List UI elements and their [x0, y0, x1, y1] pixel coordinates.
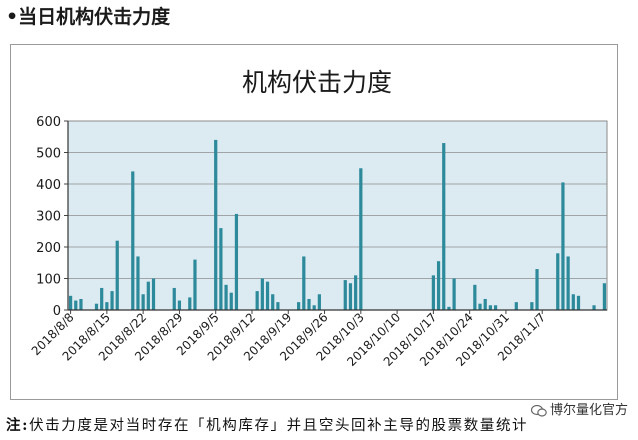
watermark: 博尔量化官方: [530, 399, 628, 418]
y-tick-label: 100: [36, 273, 61, 288]
bar: [276, 302, 280, 310]
bar: [571, 294, 575, 310]
chart-frame: 机构伏击力度 0 100 200 300 400 500 600 2018/8/8 2018/8…: [10, 44, 618, 400]
bar: [219, 228, 223, 310]
bar: [343, 280, 347, 310]
bar: [234, 213, 239, 310]
y-tick-label: 600: [36, 115, 61, 130]
bar: [105, 302, 109, 310]
bar: [354, 275, 358, 310]
bar: [265, 281, 270, 310]
bar: [566, 256, 570, 310]
bar: [255, 291, 259, 310]
bar: [141, 294, 145, 310]
bar: [436, 261, 441, 310]
y-tick-label: 300: [36, 210, 61, 225]
bar: [535, 269, 539, 310]
bar: [556, 253, 560, 310]
bar: [136, 256, 140, 310]
bar: [151, 278, 156, 310]
plot-area: 01002003004005006002018/8/82018/8/152018…: [29, 115, 608, 369]
bar: [473, 284, 477, 310]
bar: [530, 302, 534, 310]
bar: [177, 300, 182, 310]
bar: [576, 295, 581, 310]
bar: [193, 259, 197, 310]
bar: [602, 283, 607, 310]
bar: [146, 281, 150, 310]
bar: [74, 300, 78, 310]
y-tick-label: 400: [36, 178, 61, 193]
bar: [488, 305, 492, 310]
bar: [312, 305, 316, 310]
bar: [172, 287, 176, 310]
bar: [79, 298, 83, 310]
bar: [431, 275, 435, 310]
bar: [214, 139, 218, 310]
y-tick-label: 500: [36, 147, 61, 162]
bar: [224, 284, 228, 310]
wechat-icon: [530, 404, 547, 417]
bar: [348, 283, 353, 310]
bar: [68, 295, 73, 310]
section-heading: •当日机构伏击力度: [6, 6, 171, 28]
bar: [561, 182, 565, 310]
bar: [297, 302, 301, 310]
bar: [302, 256, 306, 310]
bar: [493, 305, 498, 310]
footnote-text: 伏击力度是对当时存在「机构库存」并且空头回补主导的股票数量统计: [29, 418, 529, 434]
bar: [317, 294, 321, 310]
bar: [452, 278, 456, 310]
footnote: 注:伏击力度是对当时存在「机构库存」并且空头回补主导的股票数量统计: [6, 414, 528, 435]
bar: [94, 303, 99, 310]
bar: [514, 302, 518, 310]
bar: [260, 278, 264, 310]
bar: [478, 303, 482, 310]
bar: [447, 306, 451, 310]
bar: [229, 292, 233, 310]
bar: [188, 297, 192, 310]
bar: [110, 291, 114, 310]
bar: [359, 168, 363, 310]
y-tick-label: 200: [36, 241, 61, 256]
watermark-text: 博尔量化官方: [549, 403, 628, 418]
bar: [592, 305, 596, 310]
bar: [100, 287, 104, 310]
bar: [442, 143, 446, 310]
bar: [271, 294, 275, 310]
y-tick-label: 0: [53, 304, 61, 319]
bar: [483, 298, 487, 310]
bar-chart: 机构伏击力度 01002003004005006002018/8/82018/8…: [29, 68, 608, 369]
bar: [115, 240, 119, 310]
bar: [131, 171, 135, 310]
footnote-prefix: 注:: [6, 417, 30, 434]
chart-title: 机构伏击力度: [242, 68, 392, 97]
bar: [307, 298, 311, 310]
